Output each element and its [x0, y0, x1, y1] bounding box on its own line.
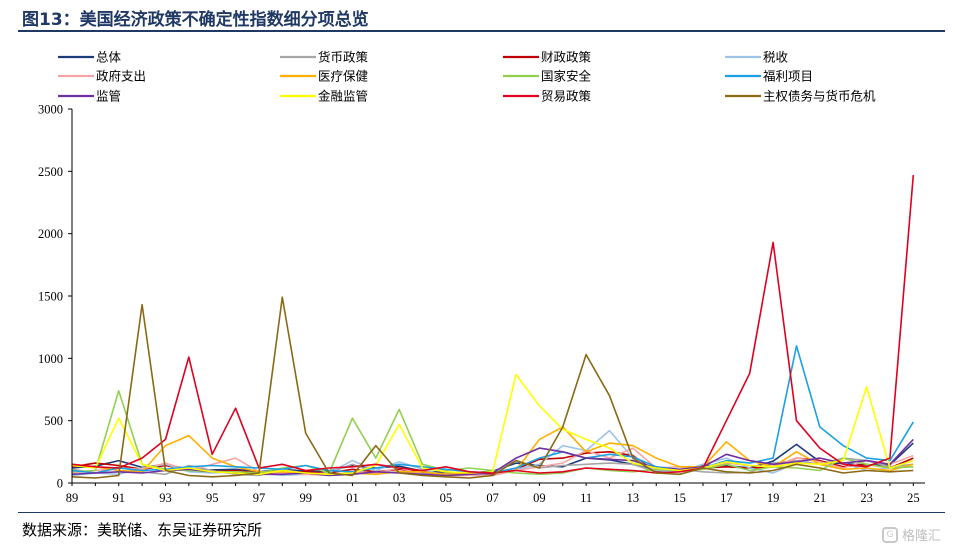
watermark-logo-icon: G [881, 526, 898, 543]
x-tick-label: 93 [159, 491, 172, 505]
title-rule [18, 30, 945, 32]
y-tick-label: 1000 [38, 352, 63, 366]
watermark: G 格隆汇 [881, 525, 941, 544]
x-tick-label: 91 [112, 491, 125, 505]
watermark-text: 格隆汇 [901, 529, 941, 544]
legend-label: 贸易政策 [541, 89, 592, 104]
legend-label: 总体 [96, 50, 122, 65]
x-tick-label: 15 [673, 491, 686, 505]
y-tick-label: 500 [44, 414, 63, 428]
legend-label: 国家安全 [541, 69, 592, 84]
legend-label: 货币政策 [318, 50, 369, 65]
x-tick-label: 09 [533, 491, 546, 505]
source-rule [18, 512, 945, 513]
series-line [71, 296, 914, 479]
series-line [71, 345, 914, 474]
legend-label: 福利项目 [763, 69, 813, 84]
y-tick-label: 2000 [38, 227, 63, 241]
x-tick-label: 99 [299, 491, 312, 505]
x-tick-label: 95 [206, 491, 219, 505]
legend-label: 财政政策 [541, 50, 592, 65]
legend-label: 医疗保健 [318, 69, 369, 84]
legend-label: 政府支出 [96, 69, 146, 84]
y-tick-label: 3000 [38, 103, 63, 117]
x-tick-label: 89 [66, 491, 79, 505]
source-note: 数据来源：美联储、东吴证券研究所 [22, 521, 263, 539]
y-tick-label: 0 [57, 477, 63, 491]
x-tick-label: 05 [440, 491, 453, 505]
x-tick-label: 17 [720, 491, 733, 505]
legend-label: 监管 [96, 89, 121, 104]
figure-title: 图13：美国经济政策不确定性指数细分项总览 [22, 10, 369, 30]
x-tick-label: 19 [767, 491, 780, 505]
x-tick-label: 97 [253, 491, 266, 505]
x-tick-label: 11 [580, 491, 592, 505]
chart-axes: 0 500 1000 1500 2000 2500 3000 89 91 93 95 97 99 01 03… [38, 103, 925, 505]
series-line [71, 175, 915, 474]
y-tick-label: 1500 [38, 290, 63, 304]
x-tick-label: 07 [486, 491, 499, 505]
y-tick-label: 2500 [38, 165, 63, 179]
x-tick-label: 13 [627, 491, 640, 505]
x-tick-label: 21 [814, 491, 827, 505]
x-tick-label: 03 [393, 491, 406, 505]
x-tick-label: 25 [907, 491, 920, 505]
x-tick-label: 01 [346, 491, 359, 505]
series-line [71, 373, 914, 476]
plot-area [71, 175, 915, 479]
legend-label: 主权债务与货币危机 [763, 89, 876, 104]
legend-label: 金融监管 [318, 89, 368, 104]
legend-label: 税收 [763, 50, 789, 65]
x-tick-label: 23 [860, 491, 873, 505]
